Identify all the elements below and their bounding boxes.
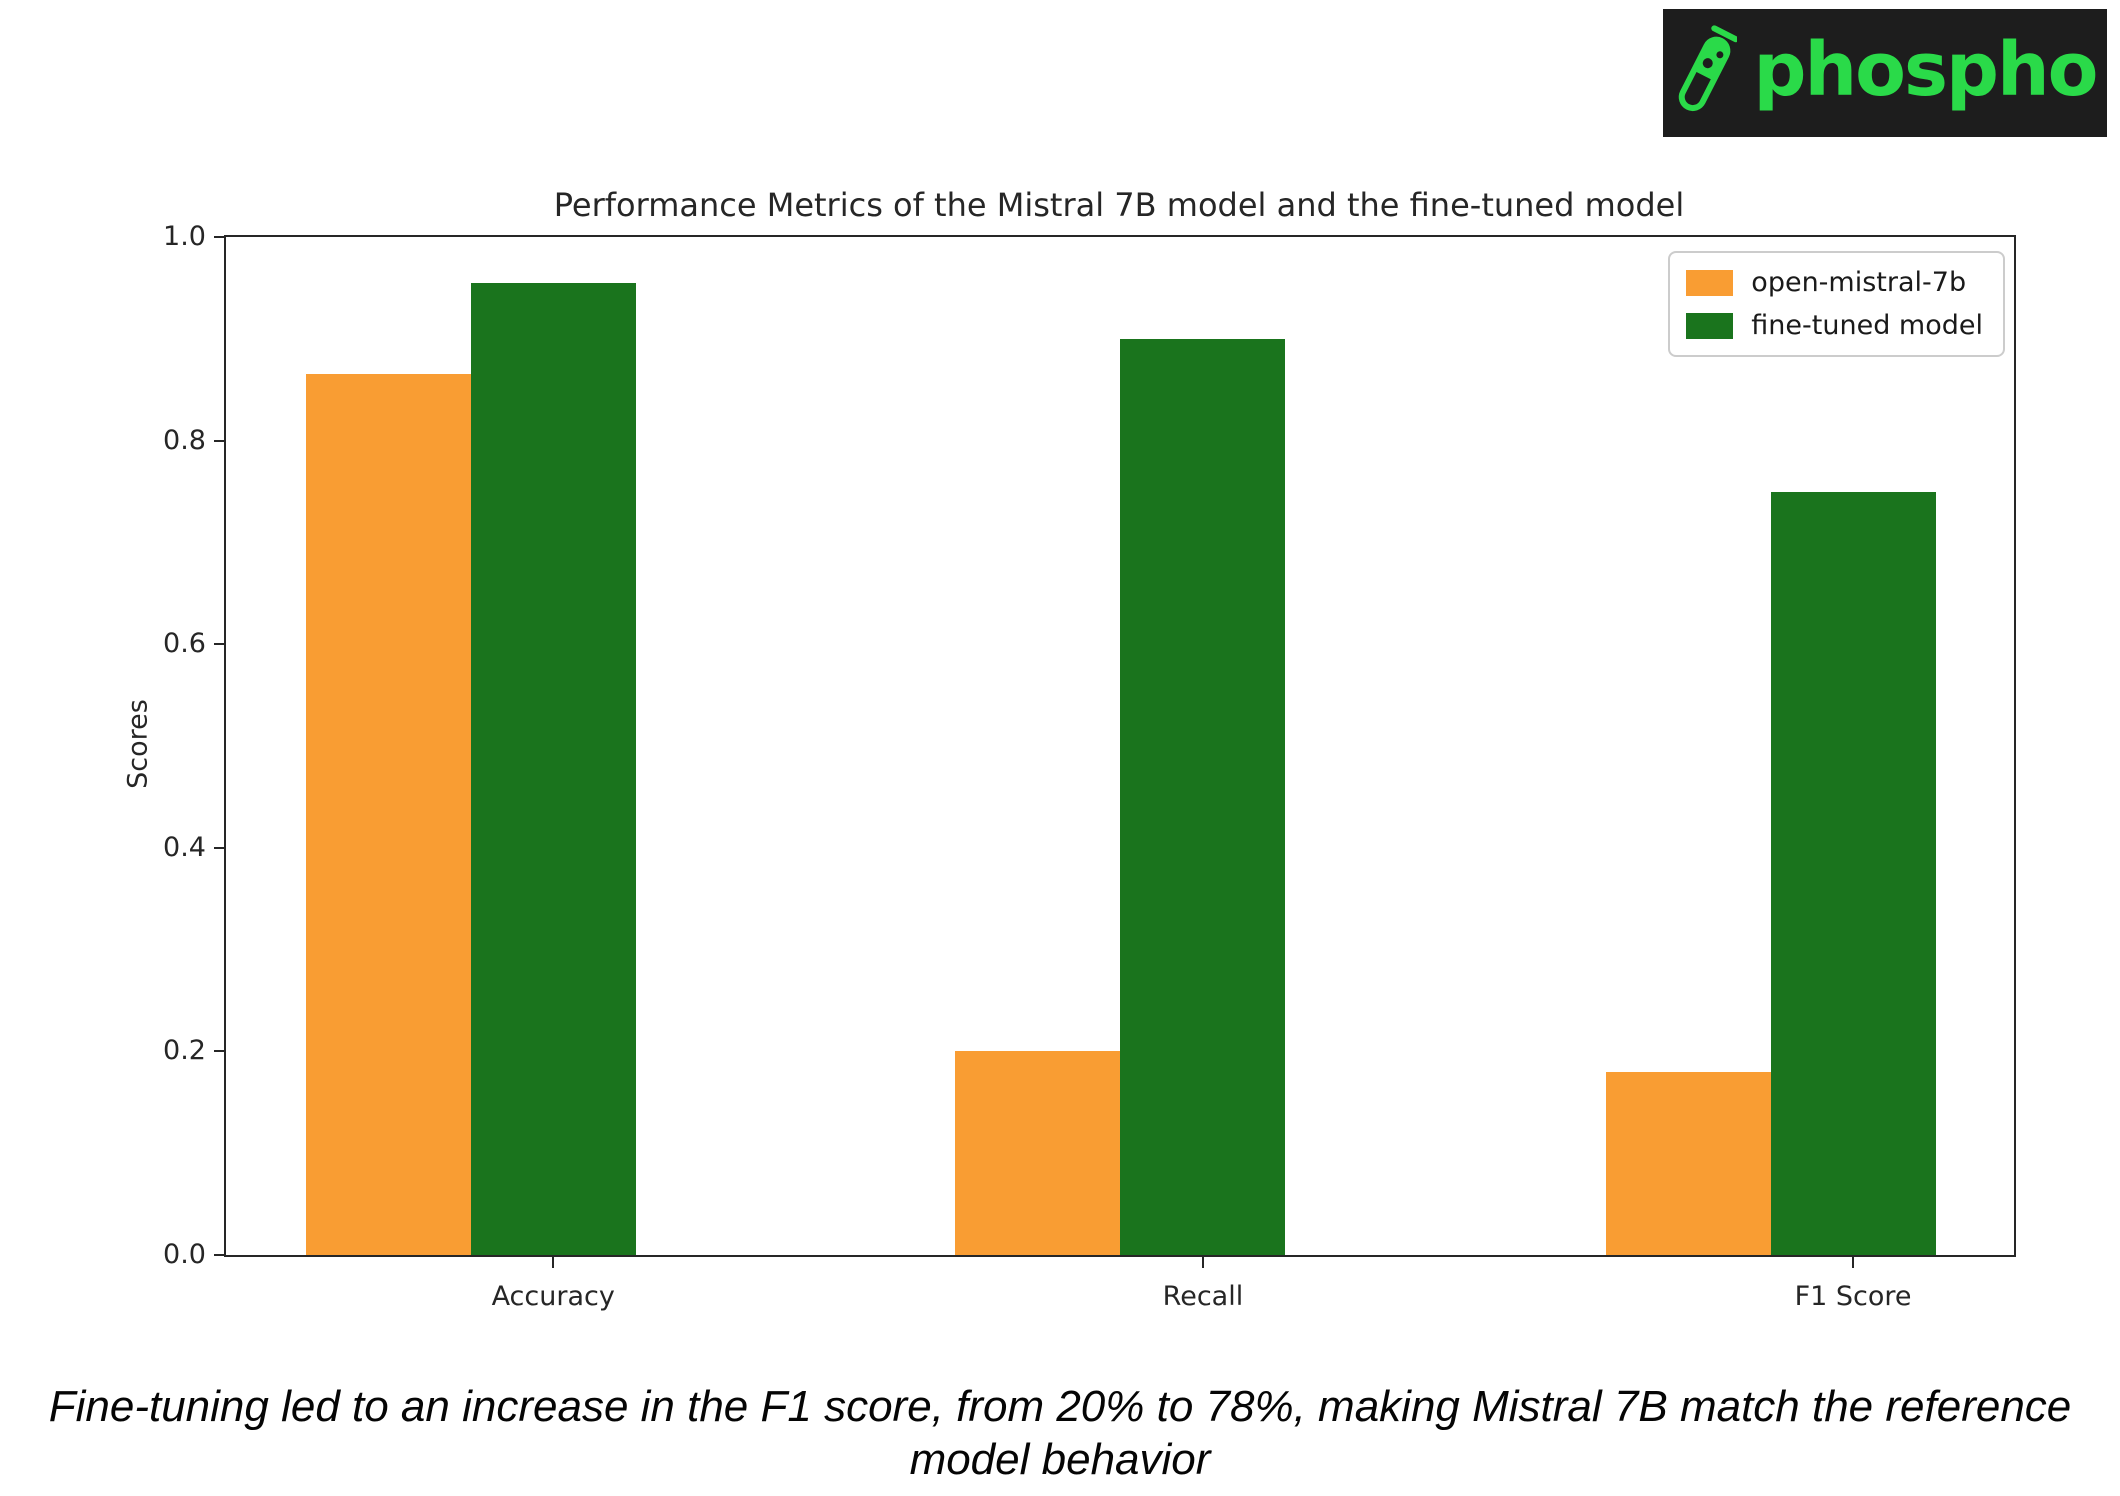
legend-swatch-orange xyxy=(1686,269,1734,296)
caption-line-1: Fine-tuning led to an increase in the F1… xyxy=(48,1382,2072,1431)
legend: open-mistral-7b fine-tuned model xyxy=(1668,251,2005,357)
phospho-logo: phospho xyxy=(1663,9,2107,137)
bar-open-mistral-7b-F1-Score xyxy=(1605,1071,1771,1255)
y-tick-mark xyxy=(214,236,226,238)
legend-label: fine-tuned model xyxy=(1751,310,1983,341)
x-tick-mark xyxy=(1201,1255,1204,1268)
y-tick-mark xyxy=(214,1254,226,1256)
x-tick-mark xyxy=(1852,1255,1855,1268)
test-tube-icon xyxy=(1679,25,1738,112)
bar-fine-tuned-model-Recall xyxy=(1120,338,1286,1255)
logo-text: phospho xyxy=(1753,27,2098,113)
x-tick-label: F1 Score xyxy=(1794,1281,1912,1312)
y-tick-mark xyxy=(214,1050,226,1053)
x-tick-mark xyxy=(552,1255,555,1268)
bar-open-mistral-7b-Accuracy xyxy=(305,374,471,1255)
y-tick-mark xyxy=(214,643,226,646)
x-tick-label: Accuracy xyxy=(491,1281,615,1312)
y-tick-label: 0.6 xyxy=(163,628,206,660)
y-tick-label: 0.0 xyxy=(163,1239,206,1270)
y-axis-label: Scores xyxy=(122,699,154,789)
y-tick-mark xyxy=(214,846,226,849)
plot-area: open-mistral-7b fine-tuned model 0.0 0.2 0… xyxy=(163,222,2016,1312)
bar-fine-tuned-model-Accuracy xyxy=(470,282,636,1255)
legend-label: open-mistral-7b xyxy=(1751,267,1967,298)
y-tick-label: 0.4 xyxy=(163,831,206,863)
y-tick-label: 0.8 xyxy=(163,424,206,456)
bar-fine-tuned-model-F1-Score xyxy=(1770,491,1936,1255)
y-tick-label: 0.2 xyxy=(163,1035,206,1067)
y-tick-label: 1.0 xyxy=(163,221,206,252)
bar-open-mistral-7b-Recall xyxy=(955,1051,1121,1255)
legend-item: open-mistral-7b xyxy=(1686,267,1983,298)
chart-title: Performance Metrics of the Mistral 7B mo… xyxy=(553,186,1685,224)
caption: Fine-tuning led to an increase in the F1… xyxy=(0,1380,2120,1486)
x-tick-label: Recall xyxy=(1162,1281,1244,1312)
legend-item: fine-tuned model xyxy=(1686,310,1983,341)
y-tick-mark xyxy=(214,439,226,442)
caption-line-2: model behavior xyxy=(909,1435,1211,1484)
legend-swatch-green xyxy=(1686,312,1734,339)
